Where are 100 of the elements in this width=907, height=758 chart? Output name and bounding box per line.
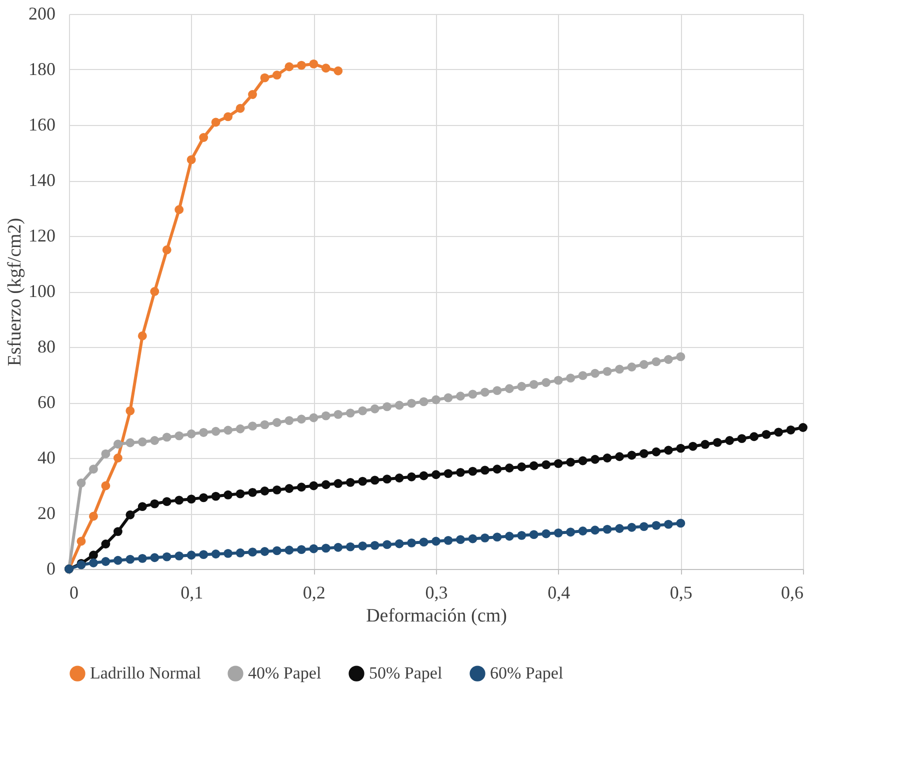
point xyxy=(150,436,160,445)
point xyxy=(101,557,110,566)
point xyxy=(419,538,428,547)
point xyxy=(174,431,184,440)
point xyxy=(76,536,86,546)
point xyxy=(652,520,661,530)
point xyxy=(113,556,122,565)
point xyxy=(236,548,245,558)
point xyxy=(76,478,86,488)
point xyxy=(248,90,257,99)
point xyxy=(432,395,440,404)
point xyxy=(321,64,330,73)
point xyxy=(504,532,514,541)
legend-label: 50% Papel xyxy=(369,664,442,683)
point xyxy=(88,512,98,521)
point xyxy=(224,112,233,122)
y-tick-label: 200 xyxy=(28,4,56,24)
legend-label: Ladrillo Normal xyxy=(90,664,202,683)
point xyxy=(334,542,343,552)
point xyxy=(346,542,355,552)
point xyxy=(272,70,282,80)
point xyxy=(309,59,318,68)
point xyxy=(480,533,490,542)
x-tick-label: 0,3 xyxy=(425,582,448,602)
point xyxy=(211,426,220,436)
point xyxy=(590,526,600,535)
point xyxy=(334,410,343,419)
point xyxy=(126,438,135,448)
point xyxy=(480,388,490,397)
point xyxy=(664,355,673,364)
point xyxy=(566,528,576,537)
y-tick-label: 140 xyxy=(28,170,56,190)
y-tick-label: 80 xyxy=(38,336,56,356)
point xyxy=(517,530,526,540)
point xyxy=(602,524,612,534)
point xyxy=(138,554,147,563)
point xyxy=(174,205,184,214)
point xyxy=(432,536,440,546)
point xyxy=(358,542,368,550)
point xyxy=(224,548,233,558)
point xyxy=(554,376,563,385)
point xyxy=(296,414,306,424)
point xyxy=(615,524,624,533)
point xyxy=(284,546,294,555)
point xyxy=(224,426,233,435)
point xyxy=(162,245,172,254)
point xyxy=(664,520,673,529)
point xyxy=(138,437,147,446)
point xyxy=(627,522,636,532)
point xyxy=(492,386,502,396)
point xyxy=(382,540,392,550)
point xyxy=(101,481,110,490)
point xyxy=(419,397,428,406)
point xyxy=(517,382,526,391)
point xyxy=(578,526,588,536)
point xyxy=(444,393,453,402)
point xyxy=(296,60,306,70)
point xyxy=(138,331,147,340)
point xyxy=(590,368,600,378)
point xyxy=(101,449,110,458)
point xyxy=(126,554,135,564)
x-axis-title: Deformación (cm) xyxy=(366,606,507,626)
point xyxy=(652,357,661,366)
x-tick-label: 0,2 xyxy=(302,582,326,602)
point xyxy=(456,392,465,401)
point xyxy=(602,366,612,376)
point xyxy=(260,73,270,82)
point xyxy=(566,374,576,383)
point xyxy=(296,545,306,554)
y-tick-label: 40 xyxy=(38,448,56,468)
y-tick-label: 0 xyxy=(46,558,56,578)
point xyxy=(150,287,160,296)
point xyxy=(358,406,368,416)
point xyxy=(88,464,98,474)
point xyxy=(676,518,686,528)
point xyxy=(504,384,514,394)
y-tick-label: 120 xyxy=(28,226,56,246)
point xyxy=(88,558,98,568)
point xyxy=(394,400,404,410)
point xyxy=(639,360,648,369)
x-tick-label: 0,1 xyxy=(180,582,204,602)
y-axis-title: Esfuerzo (kgf/cm2) xyxy=(4,218,26,366)
point xyxy=(284,416,294,425)
point xyxy=(578,371,588,380)
point xyxy=(162,552,172,562)
point xyxy=(260,547,270,556)
point xyxy=(542,529,551,538)
point xyxy=(162,432,172,442)
point xyxy=(615,364,624,374)
legend-label: 40% Papel xyxy=(248,664,322,683)
y-tick-label: 60 xyxy=(38,392,56,412)
point xyxy=(248,548,257,557)
point xyxy=(199,428,208,437)
point xyxy=(174,551,184,560)
point xyxy=(236,424,245,434)
point xyxy=(407,398,416,408)
point xyxy=(211,118,220,127)
point xyxy=(236,104,245,113)
point xyxy=(407,538,416,548)
x-tick-label: 0,6 xyxy=(781,582,804,602)
